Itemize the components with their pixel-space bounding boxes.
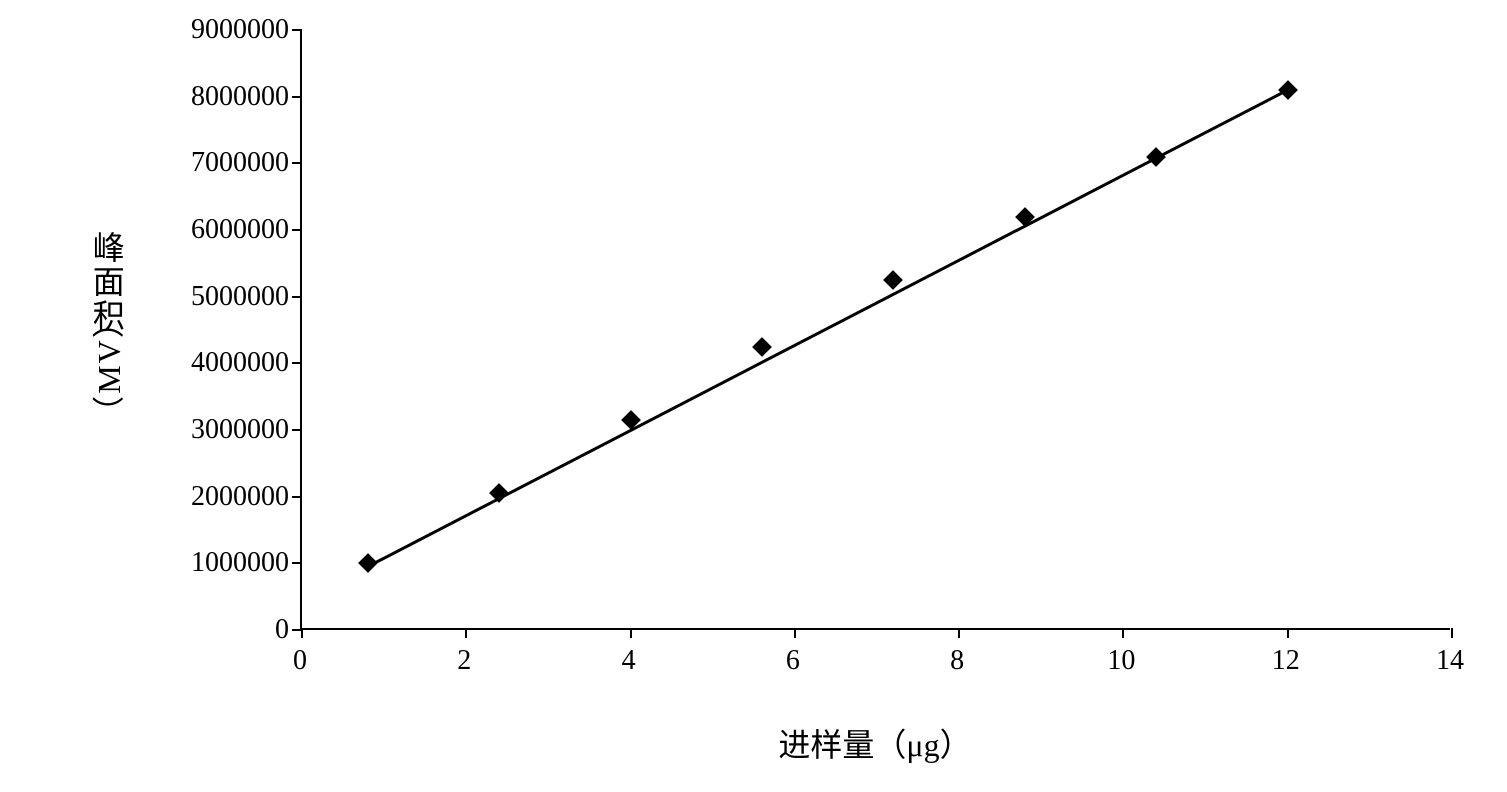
- x-axis-label: 进样量（μg）: [778, 720, 971, 766]
- y-axis-label: 峰面积（MV）: [45, 231, 169, 389]
- x-tick: [958, 628, 960, 638]
- y-tick-label: 0: [275, 614, 289, 646]
- y-tick-label: 9000000: [191, 14, 289, 46]
- y-tick-label: 5000000: [191, 281, 289, 313]
- y-tick: [292, 162, 302, 164]
- x-tick: [1287, 628, 1289, 638]
- x-tick: [301, 628, 303, 638]
- y-axis-label-unit: （MV）: [84, 304, 130, 428]
- y-tick: [292, 562, 302, 564]
- x-tick-label: 4: [622, 645, 636, 677]
- x-tick: [1122, 628, 1124, 638]
- y-tick: [292, 496, 302, 498]
- y-tick: [292, 296, 302, 298]
- x-tick: [465, 628, 467, 638]
- data-point: [358, 553, 378, 573]
- x-tick: [794, 628, 796, 638]
- y-tick-label: 3000000: [191, 414, 289, 446]
- y-tick: [292, 362, 302, 364]
- data-point: [752, 337, 772, 357]
- data-point: [884, 270, 904, 290]
- x-tick-label: 0: [293, 645, 307, 677]
- data-point: [1278, 80, 1298, 100]
- x-tick-label: 10: [1107, 645, 1135, 677]
- y-tick-label: 7000000: [191, 147, 289, 179]
- y-tick-label: 1000000: [191, 547, 289, 579]
- y-tick: [292, 229, 302, 231]
- y-tick: [292, 29, 302, 31]
- y-tick: [292, 96, 302, 98]
- x-tick: [630, 628, 632, 638]
- x-tick-label: 12: [1272, 645, 1300, 677]
- chart-container: 峰面积（MV） 进样量（μg） 010000002000000300000040…: [0, 0, 1507, 792]
- x-tick-label: 14: [1436, 645, 1464, 677]
- plot-area: [300, 30, 1450, 630]
- x-tick-label: 2: [457, 645, 471, 677]
- x-tick: [1451, 628, 1453, 638]
- x-tick-label: 8: [950, 645, 964, 677]
- y-tick: [292, 429, 302, 431]
- y-tick-label: 4000000: [191, 347, 289, 379]
- y-tick-label: 6000000: [191, 214, 289, 246]
- y-tick-label: 2000000: [191, 481, 289, 513]
- y-tick-label: 8000000: [191, 81, 289, 113]
- data-point: [1146, 147, 1166, 167]
- x-tick-label: 6: [786, 645, 800, 677]
